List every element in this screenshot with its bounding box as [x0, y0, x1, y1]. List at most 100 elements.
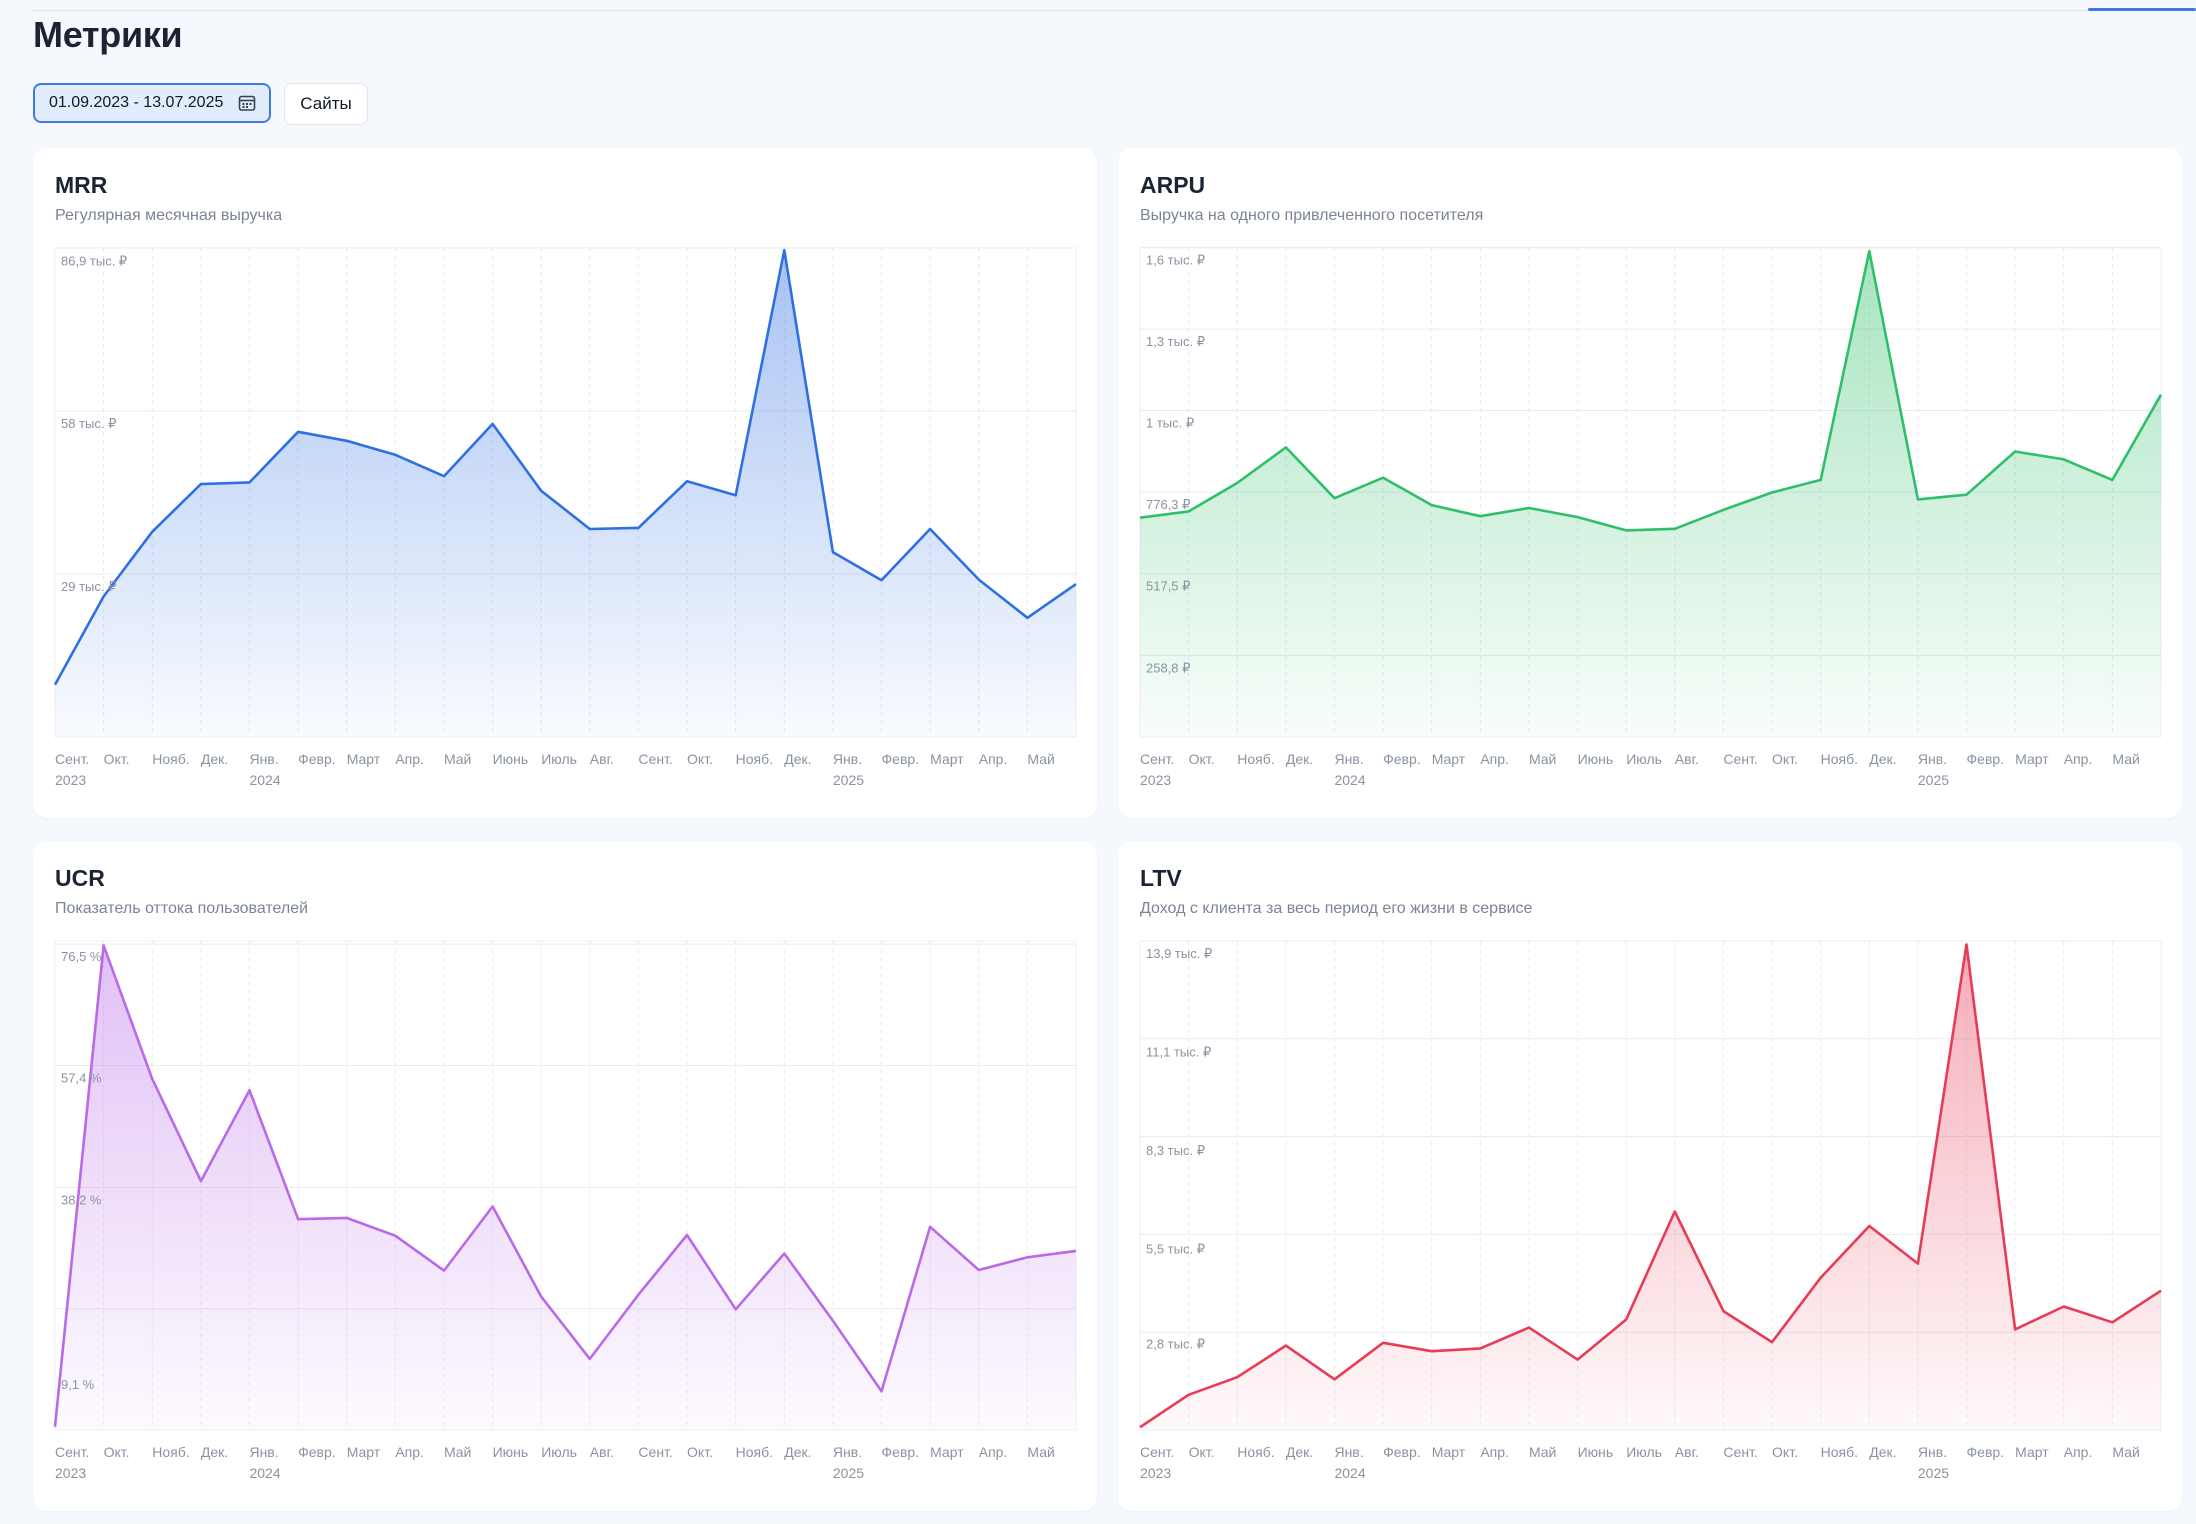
series-line: [1139, 943, 2162, 1429]
chart-title: LTV: [1140, 865, 1182, 891]
data-point: [199, 482, 203, 486]
series-area: [55, 250, 1076, 737]
x-tick-label: Март: [347, 1444, 381, 1460]
x-tick-label: Март: [2015, 1444, 2049, 1460]
x-tick-label: Сент.: [1140, 1444, 1174, 1460]
data-point: [2159, 1289, 2163, 1293]
x-tick-label: Янв.: [833, 751, 862, 767]
data-point: [247, 480, 251, 484]
data-point: [345, 439, 349, 443]
data-point: [345, 1216, 349, 1220]
x-tick-label: Февр.: [1383, 751, 1421, 767]
data-point: [1624, 528, 1628, 532]
x-tick-label: Янв.: [1334, 1444, 1363, 1460]
x-tick-label: Апр.: [1480, 751, 1509, 767]
data-point: [1478, 514, 1482, 518]
data-point: [2110, 1320, 2114, 1324]
y-tick-label: 258,8 ₽: [1146, 660, 1190, 675]
data-point: [1332, 496, 1336, 500]
x-year-label: 2024: [249, 1465, 280, 1481]
data-point: [2159, 393, 2163, 397]
x-tick-label: Апр.: [1480, 1444, 1509, 1460]
data-point: [393, 453, 397, 457]
data-point: [393, 1234, 397, 1238]
x-tick-label: Апр.: [979, 751, 1008, 767]
data-point: [102, 943, 106, 947]
x-tick-label: Февр.: [1383, 1444, 1421, 1460]
x-tick-label: Окт.: [1189, 1444, 1215, 1460]
data-point: [1965, 493, 1969, 497]
data-point: [247, 1088, 251, 1092]
data-point: [831, 1319, 835, 1323]
x-tick-label: Окт.: [1189, 751, 1215, 767]
data-point: [1430, 1349, 1434, 1353]
sites-button[interactable]: Сайты: [284, 83, 368, 125]
x-tick-label: Март: [1432, 1444, 1466, 1460]
x-tick-label: Апр.: [979, 1444, 1008, 1460]
data-point: [53, 683, 57, 687]
series-area: [55, 945, 1076, 1430]
data-point: [1867, 1224, 1871, 1228]
x-tick-label: Нояб.: [152, 1444, 189, 1460]
x-year-label: 2025: [833, 772, 864, 788]
y-tick-label: 1,6 тыс. ₽: [1146, 252, 1205, 267]
data-point: [296, 1217, 300, 1221]
chart-subtitle: Регулярная месячная выручка: [55, 207, 283, 224]
data-point: [1819, 1276, 1823, 1280]
x-tick-label: Май: [1529, 1444, 1556, 1460]
data-point: [1721, 1309, 1725, 1313]
x-tick-label: Дек.: [201, 751, 228, 767]
data-point: [1673, 527, 1677, 531]
data-point: [1965, 943, 1969, 947]
y-tick-label: 58 тыс. ₽: [61, 416, 116, 431]
data-point: [1576, 1358, 1580, 1362]
data-point: [1867, 249, 1871, 253]
chart-subtitle: Выручка на одного привлеченного посетите…: [1140, 207, 1484, 224]
data-point: [880, 1389, 884, 1393]
data-point: [928, 527, 932, 531]
data-point: [1025, 1255, 1029, 1259]
x-tick-label: Июнь: [1578, 751, 1614, 767]
x-tick-label: Март: [2015, 751, 2049, 767]
x-tick-label: Янв.: [1918, 1444, 1947, 1460]
y-tick-label: 76,5 %: [61, 949, 102, 964]
data-point: [442, 1269, 446, 1273]
data-point: [1527, 1326, 1531, 1330]
x-tick-label: Янв.: [833, 1444, 862, 1460]
mrr-chart: 86,9 тыс. ₽ 58 тыс. ₽ 29 тыс. ₽ Сент. Окт. Но…: [53, 247, 1078, 788]
data-point: [1235, 481, 1239, 485]
ltv-card: LTV Доход с клиента за весь период его ж…: [1118, 841, 2182, 1511]
x-tick-label: Янв.: [249, 751, 278, 767]
x-tick-label: Окт.: [687, 1444, 713, 1460]
data-point: [1235, 1375, 1239, 1379]
data-point: [1770, 1340, 1774, 1344]
x-tick-label: Дек.: [1286, 1444, 1313, 1460]
x-tick-label: Май: [1027, 1444, 1054, 1460]
x-tick-label: Авг.: [590, 751, 614, 767]
x-tick-label: Февр.: [1967, 1444, 2005, 1460]
x-tick-label: Июль: [541, 751, 577, 767]
x-tick-label: Апр.: [395, 751, 424, 767]
date-range-picker[interactable]: 01.09.2023 - 13.07.2025: [33, 83, 271, 123]
x-tick-label: Февр.: [882, 751, 920, 767]
data-point: [2110, 478, 2114, 482]
x-tick-label: Март: [347, 751, 381, 767]
x-year-label: 2025: [833, 1465, 864, 1481]
series-line: [53, 944, 1077, 1427]
data-point: [734, 1307, 738, 1311]
x-tick-label: Сент.: [55, 751, 89, 767]
chart-title: MRR: [55, 172, 108, 198]
data-point: [1624, 1318, 1628, 1322]
x-tick-label: Май: [444, 751, 471, 767]
data-point: [1074, 582, 1078, 586]
data-point: [977, 578, 981, 582]
data-point: [1916, 497, 1920, 501]
x-tick-label: Сент.: [638, 1444, 672, 1460]
x-tick-label: Авг.: [590, 1444, 614, 1460]
x-tick-label: Нояб.: [152, 751, 189, 767]
data-point: [782, 1251, 786, 1255]
x-tick-label: Май: [2112, 1444, 2139, 1460]
x-tick-label: Нояб.: [1237, 1444, 1274, 1460]
x-tick-label: Апр.: [2064, 1444, 2093, 1460]
y-tick-label: 2,8 тыс. ₽: [1146, 1336, 1205, 1351]
